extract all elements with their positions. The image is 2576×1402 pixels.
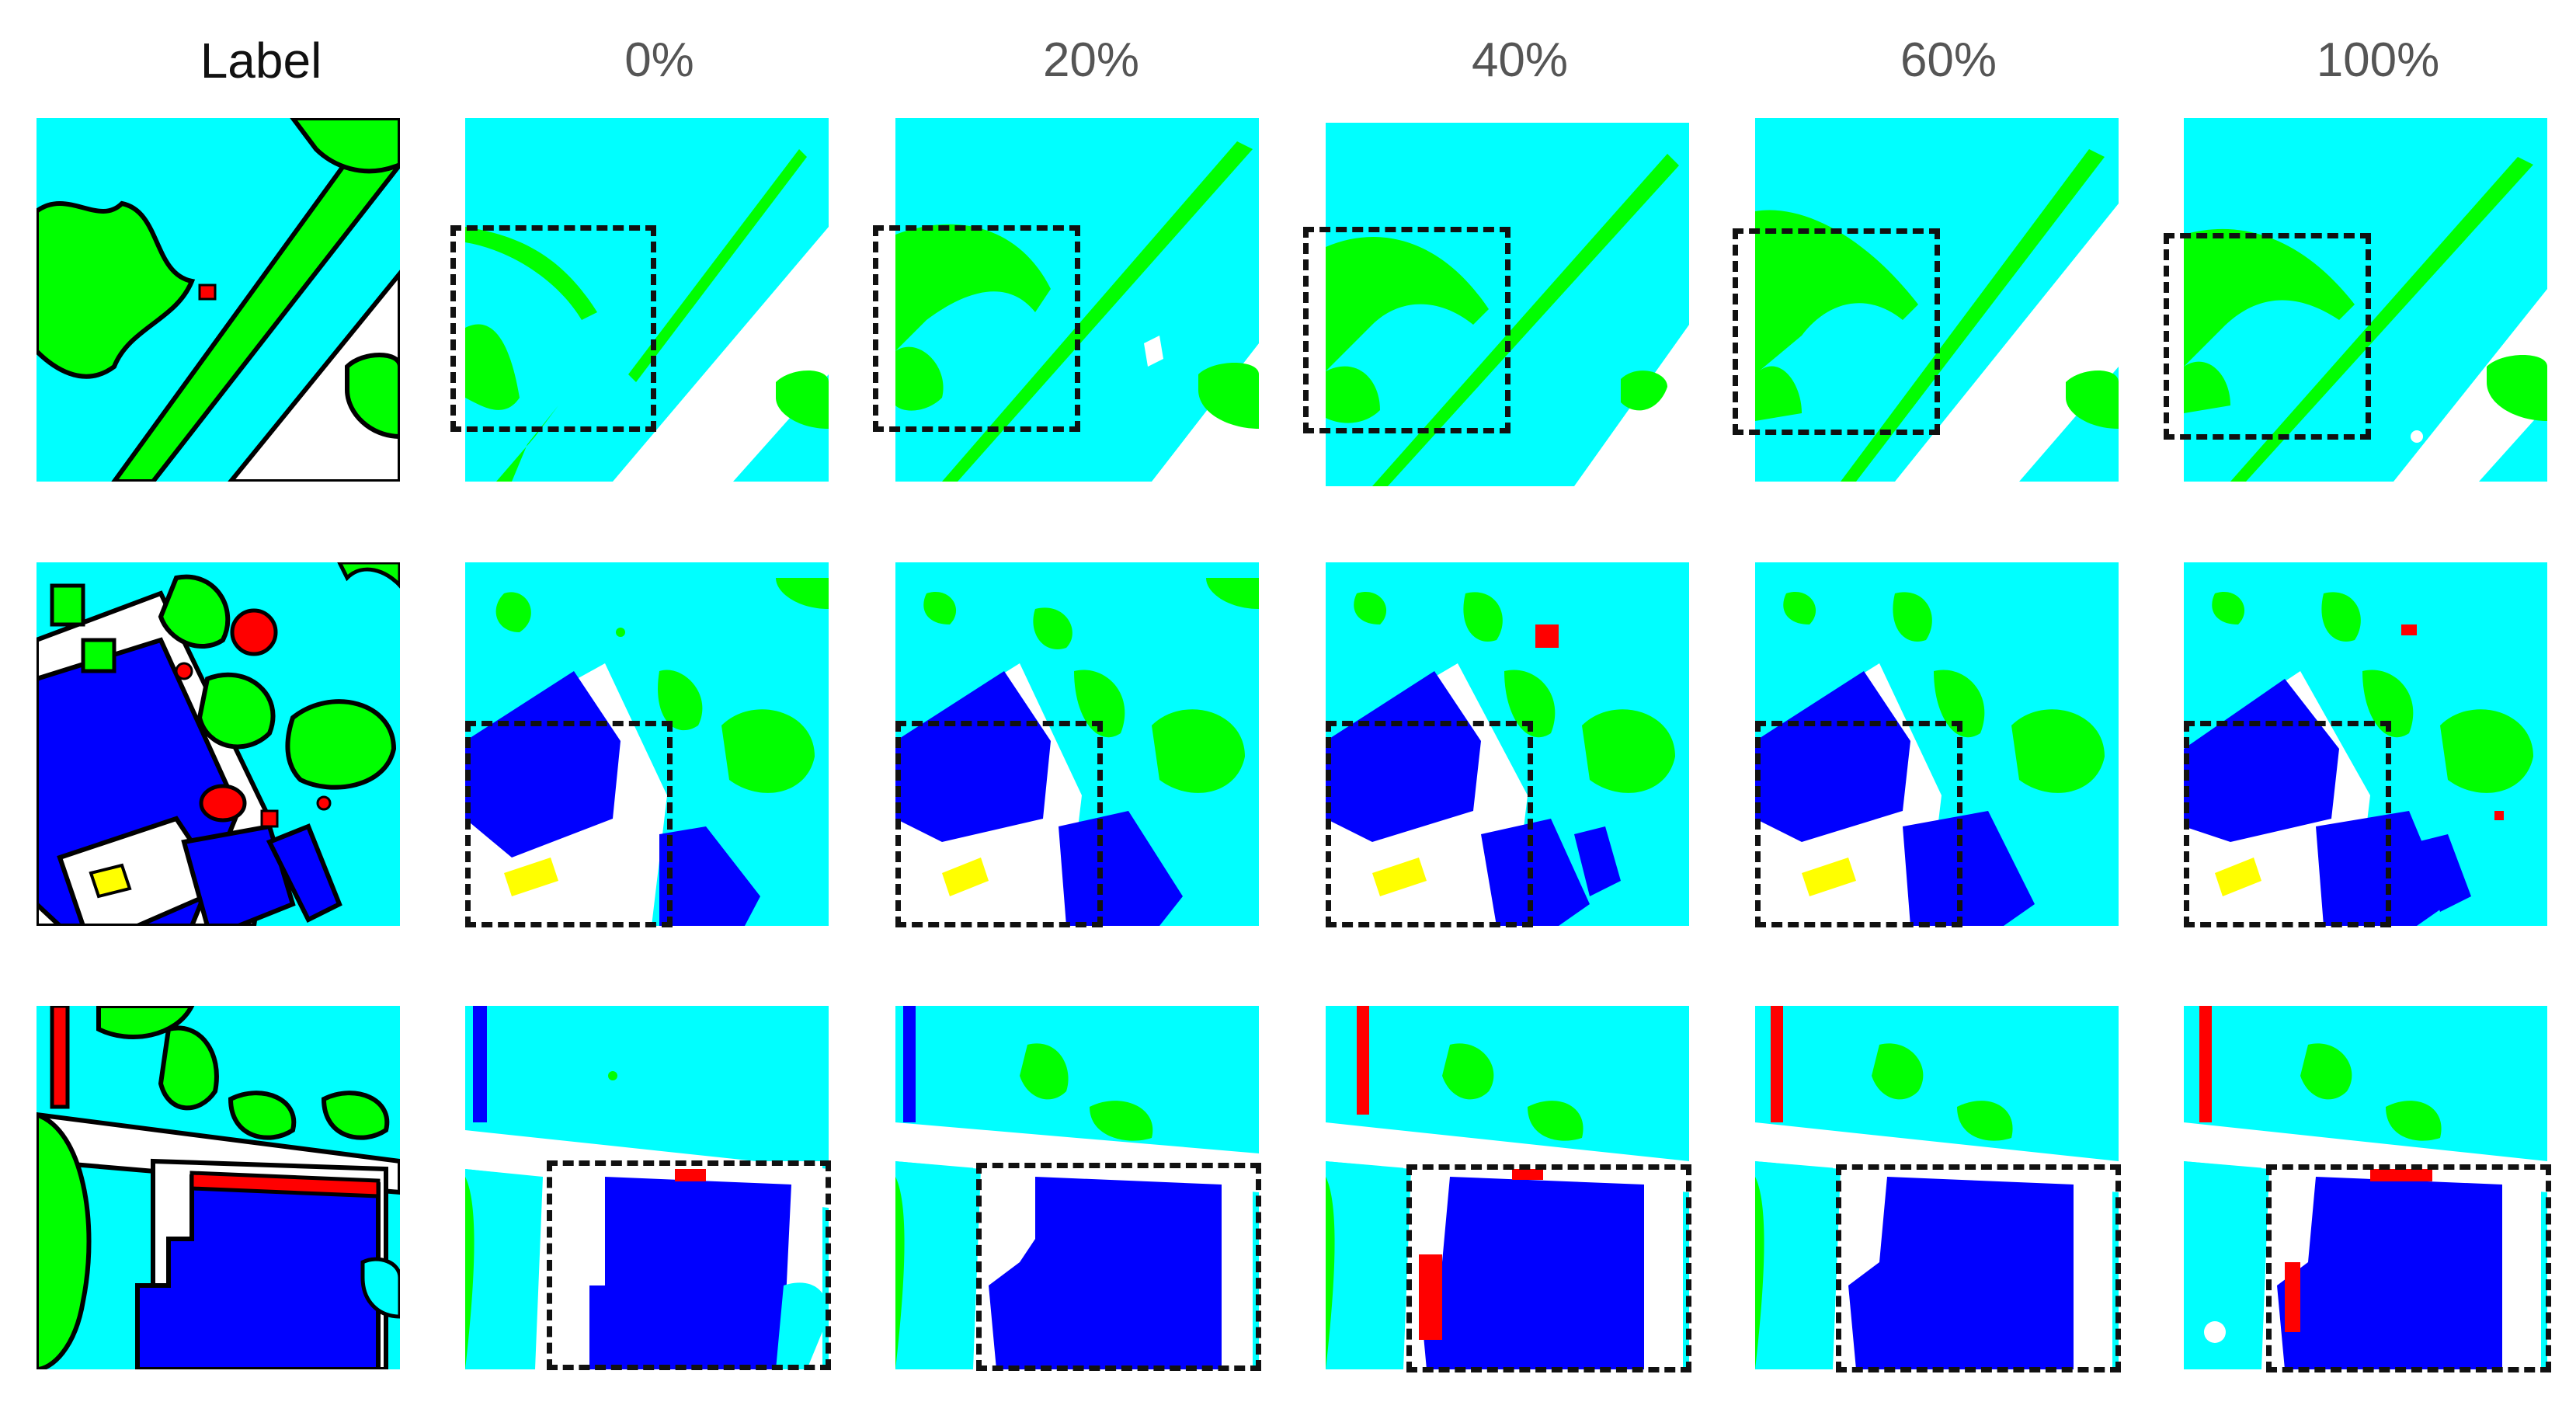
row3-highlight-box-60-percent	[1836, 1164, 2121, 1372]
row2-highlight-box-40-percent	[1326, 721, 1533, 927]
row1-highlight-box-40-percent	[1303, 227, 1510, 433]
row2-highlight-box-100-percent	[2184, 721, 2391, 927]
row3-prediction-0-percent	[465, 1006, 829, 1369]
row2-prediction-0-percent	[465, 562, 829, 926]
row2-highlight-box-20-percent	[895, 721, 1103, 927]
column-header-0-percent: 0%	[624, 33, 694, 87]
row2-prediction-20-percent	[895, 562, 1259, 926]
row1-highlight-box-60-percent	[1733, 228, 1940, 435]
row3-prediction-60-percent	[1755, 1006, 2119, 1369]
row3-highlight-box-20-percent	[976, 1163, 1261, 1371]
row1-label-map	[37, 118, 400, 482]
row3-prediction-20-percent	[895, 1006, 1259, 1369]
row3-label-map	[37, 1006, 400, 1369]
row3-prediction-100-percent	[2184, 1006, 2547, 1369]
column-header-20-percent: 20%	[1042, 33, 1140, 87]
row2-prediction-100-percent	[2184, 562, 2547, 926]
row1-highlight-box-0-percent	[450, 225, 656, 432]
column-header-label: Label	[200, 33, 322, 89]
row3-prediction-40-percent	[1326, 1006, 1689, 1369]
column-header-40-percent: 40%	[1471, 33, 1569, 87]
column-header-100-percent: 100%	[2316, 33, 2440, 87]
row3-highlight-box-100-percent	[2266, 1164, 2551, 1372]
column-header-60-percent: 60%	[1900, 33, 1997, 87]
row2-highlight-box-60-percent	[1755, 721, 1962, 927]
row2-label-map	[37, 562, 400, 926]
row1-prediction-100-percent	[2184, 118, 2547, 482]
row1-highlight-box-100-percent	[2164, 233, 2371, 440]
row3-highlight-box-0-percent	[547, 1160, 831, 1370]
row1-prediction-0-percent	[465, 118, 829, 482]
row1-highlight-box-20-percent	[873, 225, 1080, 432]
row2-prediction-60-percent	[1755, 562, 2119, 926]
row2-prediction-40-percent	[1326, 562, 1689, 926]
row2-highlight-box-0-percent	[465, 721, 673, 927]
row3-highlight-box-40-percent	[1406, 1164, 1691, 1372]
